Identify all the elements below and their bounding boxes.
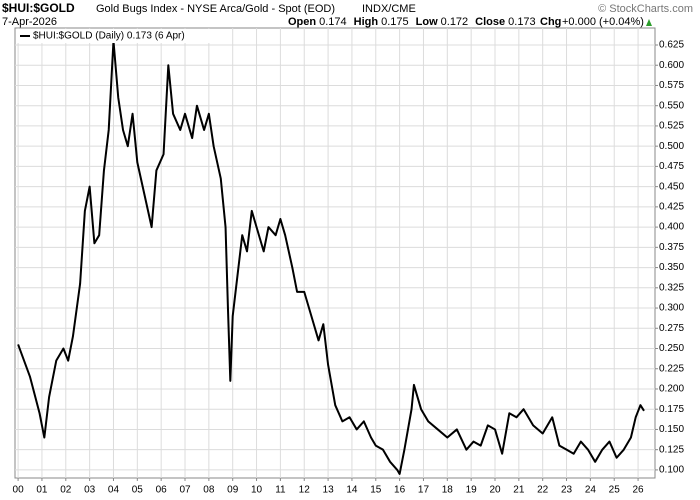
ohlc-value: 0.173 <box>508 16 536 28</box>
ohlc-value: 0.175 <box>381 16 409 28</box>
x-tick-label: 11 <box>275 485 286 496</box>
y-tick-label: 0.125 <box>659 444 684 455</box>
x-tick-label: 26 <box>633 485 645 496</box>
y-tick-label: 0.600 <box>659 60 684 71</box>
y-tick-label: 0.275 <box>659 323 684 334</box>
ohlc-label: High <box>354 16 379 28</box>
x-tick-label: 22 <box>537 485 549 496</box>
y-tick-label: 0.150 <box>659 424 684 435</box>
x-tick-label: 20 <box>489 485 501 496</box>
x-tick-label: 09 <box>227 485 239 496</box>
y-tick-label: 0.500 <box>659 141 684 152</box>
y-tick-label: 0.225 <box>659 363 684 374</box>
y-tick-label: 0.525 <box>659 121 684 132</box>
x-tick-label: 24 <box>585 485 597 496</box>
x-tick-label: 02 <box>60 485 72 496</box>
x-tick-label: 12 <box>299 485 311 496</box>
x-tick-label: 03 <box>84 485 96 496</box>
up-icon <box>646 19 652 26</box>
y-tick-label: 0.475 <box>659 161 684 172</box>
ohlc-label: Open <box>288 16 316 28</box>
x-tick-label: 07 <box>179 485 191 496</box>
x-tick-label: 16 <box>394 485 406 496</box>
x-tick-label: 17 <box>418 485 430 496</box>
y-tick-label: 0.250 <box>659 343 684 354</box>
x-tick-label: 25 <box>609 485 621 496</box>
y-tick-label: 0.425 <box>659 202 684 213</box>
x-tick-label: 15 <box>370 485 382 496</box>
chart-subtitle: Gold Bugs Index - NYSE Arca/Gold - Spot … <box>96 3 335 15</box>
plot-frame <box>14 27 656 479</box>
change-label: Chg <box>540 16 561 28</box>
x-tick-label: 06 <box>156 485 168 496</box>
grid <box>15 28 655 478</box>
ohlc-label: Close <box>475 16 505 28</box>
legend-label: $HUI:$GOLD (Daily) 0.173 (6 Apr) <box>33 31 185 42</box>
x-tick-label: 04 <box>108 485 120 496</box>
ohlc-label: Low <box>416 16 438 28</box>
y-tick-label: 0.550 <box>659 100 684 111</box>
x-tick-label: 23 <box>561 485 573 496</box>
exchange: INDX/CME <box>362 3 416 15</box>
ohlc-value: 0.174 <box>319 16 347 28</box>
source: © StockCharts.com <box>598 3 693 15</box>
x-tick-label: 18 <box>442 485 454 496</box>
chart-title: $HUI:$GOLD <box>2 1 75 15</box>
y-tick-label: 0.200 <box>659 384 684 395</box>
y-tick-label: 0.350 <box>659 262 684 273</box>
x-tick-label: 14 <box>346 485 358 496</box>
y-tick-label: 0.375 <box>659 242 684 253</box>
y-tick-label: 0.175 <box>659 404 684 415</box>
x-tick-label: 21 <box>513 485 525 496</box>
x-tick-label: 00 <box>13 485 25 496</box>
price-line <box>17 39 645 475</box>
y-tick-label: 0.100 <box>659 465 684 476</box>
x-tick-label: 01 <box>36 485 48 496</box>
y-tick-label: 0.300 <box>659 303 684 314</box>
date: 7-Apr-2026 <box>2 16 57 28</box>
x-tick-label: 08 <box>203 485 215 496</box>
x-tick-label: 05 <box>132 485 144 496</box>
y-tick-label: 0.325 <box>659 282 684 293</box>
ohlc-value: 0.172 <box>441 16 469 28</box>
x-tick-label: 19 <box>466 485 478 496</box>
change: +0.000 (+0.04%) <box>562 16 644 28</box>
y-tick-label: 0.625 <box>659 40 684 51</box>
y-tick-label: 0.575 <box>659 80 684 91</box>
y-tick-label: 0.450 <box>659 181 684 192</box>
y-tick-label: 0.400 <box>659 222 684 233</box>
x-tick-label: 13 <box>323 485 335 496</box>
x-tick-label: 10 <box>251 485 263 496</box>
legend-background <box>16 29 226 43</box>
